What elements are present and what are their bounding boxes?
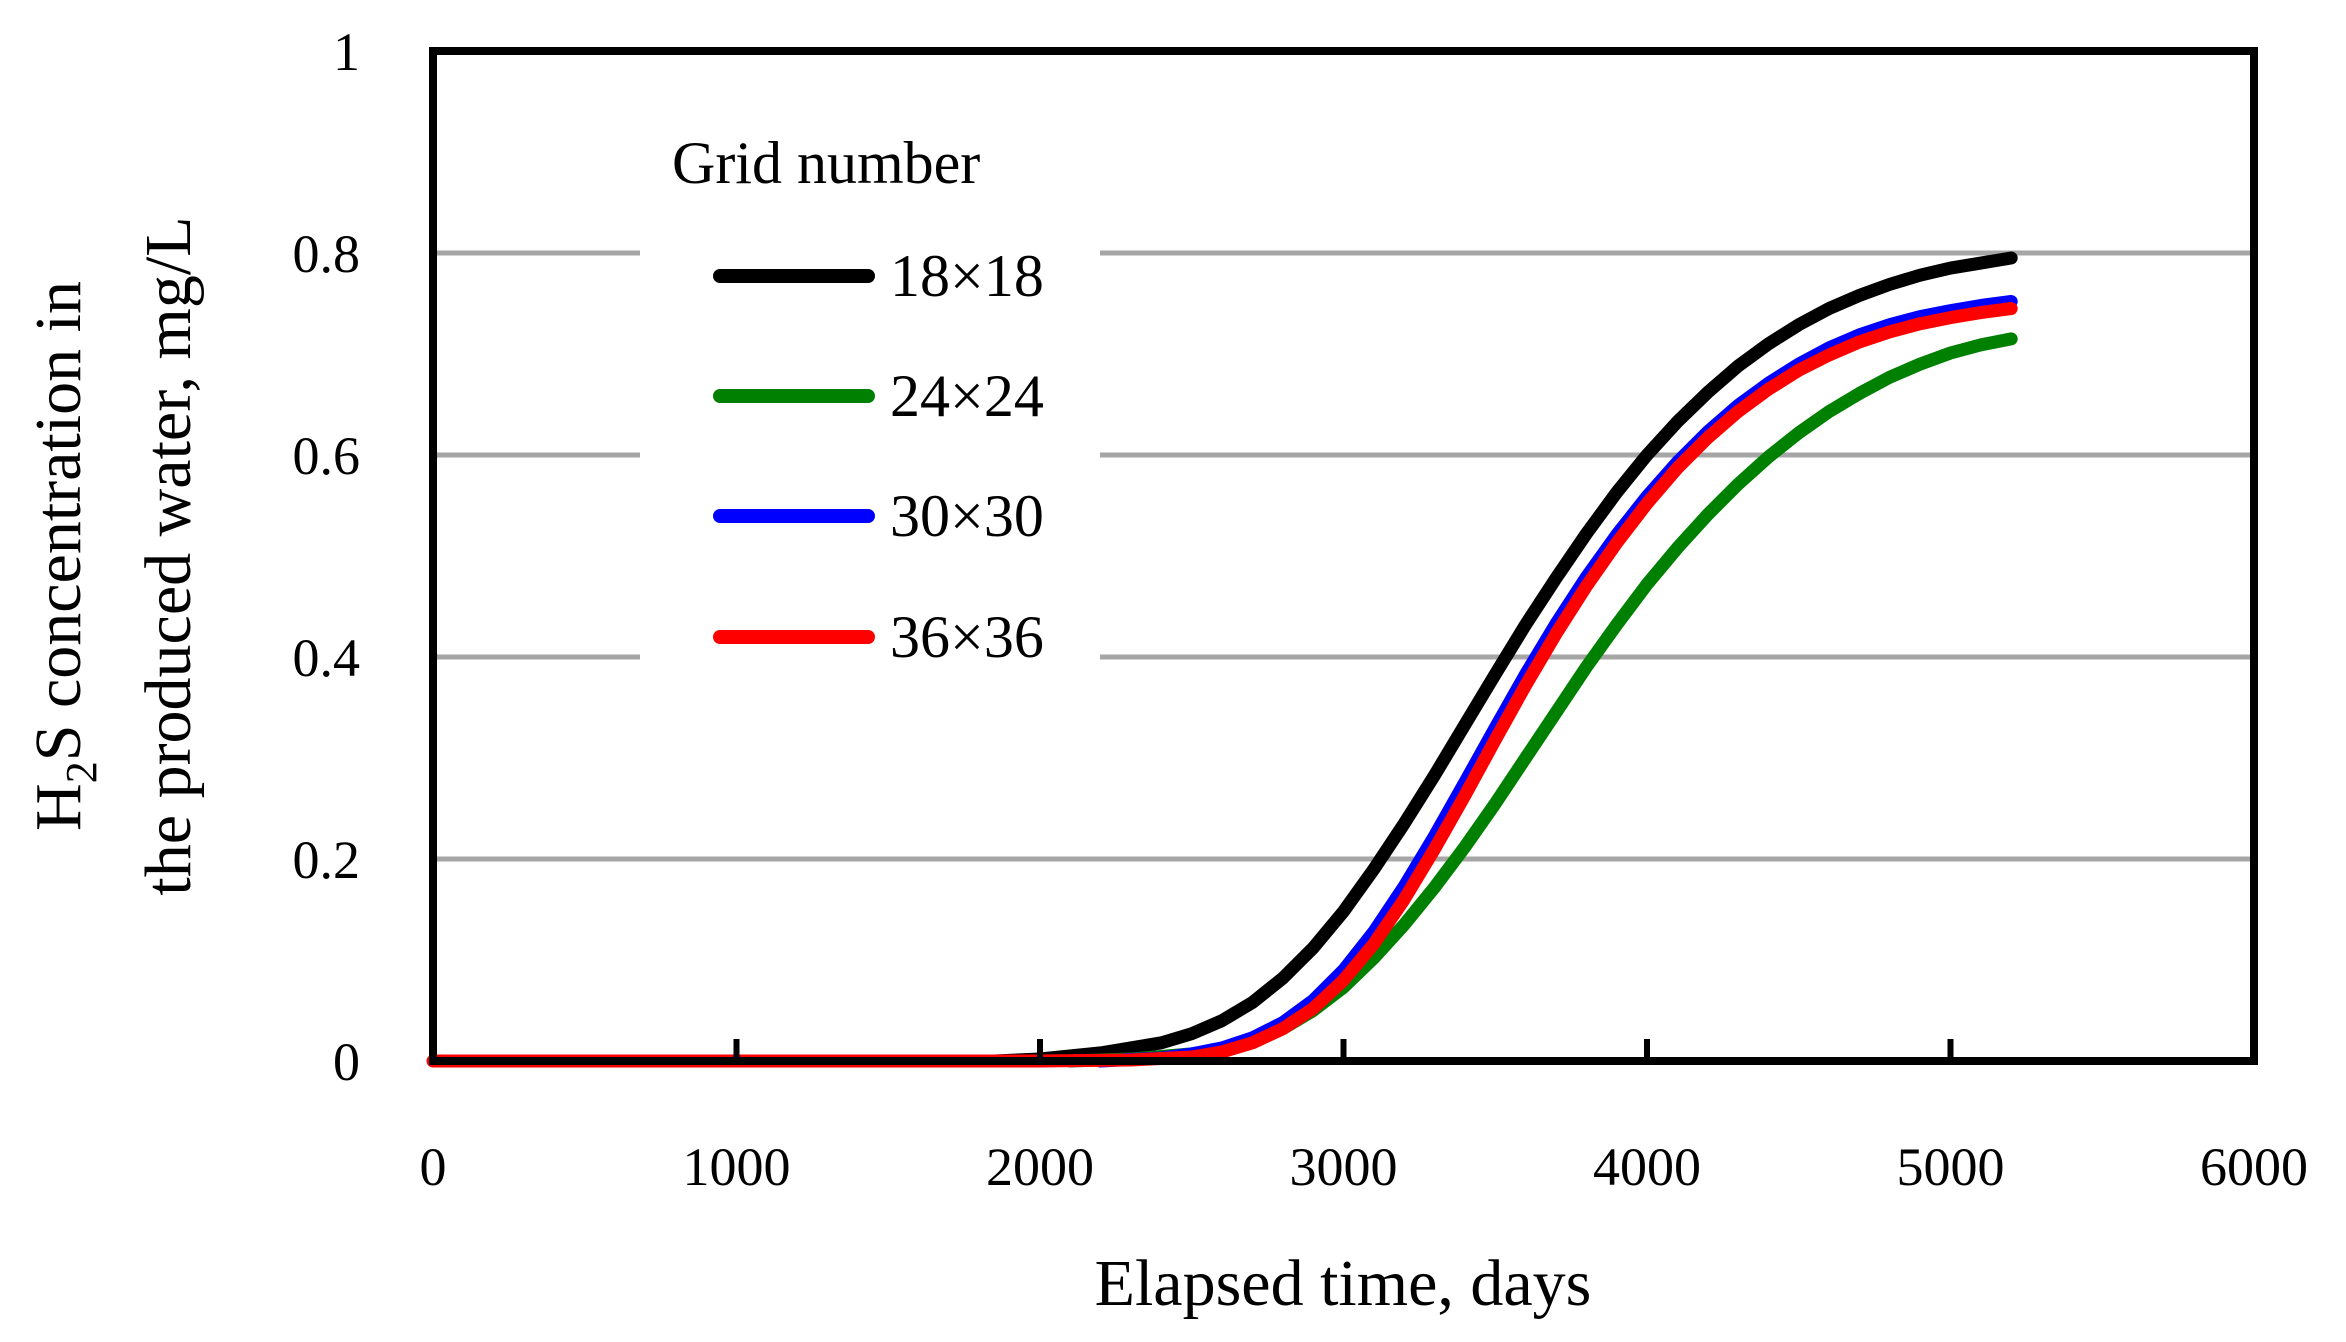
y-tick-labels: 0 0.2 0.4 0.6 0.8 1 xyxy=(293,22,361,1092)
series-line-30-30 xyxy=(1094,295,2018,1068)
x-tick-labels: 0 1000 2000 3000 4000 5000 6000 xyxy=(420,1137,2309,1197)
x-tick-label-6000: 6000 xyxy=(2200,1137,2308,1197)
series-line-24-24 xyxy=(1063,332,2018,1068)
legend: Grid number 18×18 24×24 30×30 36×36 xyxy=(640,110,1100,670)
y-axis-title-suffix: S concentration in xyxy=(22,281,95,761)
x-tick-label-2000: 2000 xyxy=(986,1137,1094,1197)
legend-title: Grid number xyxy=(672,130,980,196)
legend-label-24-24: 24×24 xyxy=(890,363,1044,429)
legend-label-30-30: 30×30 xyxy=(890,483,1044,549)
y-tick-label-0.4: 0.4 xyxy=(293,628,361,688)
x-tick-label-0: 0 xyxy=(420,1137,447,1197)
y-axis-title-line1: H2S concentration in xyxy=(22,281,106,831)
legend-label-18-18: 18×18 xyxy=(890,243,1044,309)
x-tick-label-1000: 1000 xyxy=(683,1137,791,1197)
y-axis-title-subscript: 2 xyxy=(57,761,106,783)
y-tick-label-0.6: 0.6 xyxy=(293,426,361,486)
y-axis-title-line2: the produced water, mg/L xyxy=(132,216,205,895)
axis-ticks xyxy=(733,1039,1954,1061)
x-tick-label-3000: 3000 xyxy=(1290,1137,1398,1197)
series-lines xyxy=(426,251,2018,1068)
x-axis-title: Elapsed time, days xyxy=(1095,1247,1592,1320)
x-tick-label-4000: 4000 xyxy=(1593,1137,1701,1197)
legend-entries: 18×18 24×24 30×30 36×36 xyxy=(713,243,1044,670)
y-tick-label-0.2: 0.2 xyxy=(293,830,361,890)
x-tick-label-5000: 5000 xyxy=(1897,1137,2005,1197)
y-axis-title-prefix: H xyxy=(22,783,95,831)
y-tick-label-0.8: 0.8 xyxy=(293,224,361,284)
legend-label-36-36: 36×36 xyxy=(890,604,1044,670)
series-line-18-18 xyxy=(988,251,2018,1068)
y-tick-label-0: 0 xyxy=(333,1032,360,1092)
y-axis-title: H2S concentration in the produced water,… xyxy=(22,216,205,895)
y-tick-label-1: 1 xyxy=(333,22,360,82)
series-line-36-36 xyxy=(426,302,2018,1068)
